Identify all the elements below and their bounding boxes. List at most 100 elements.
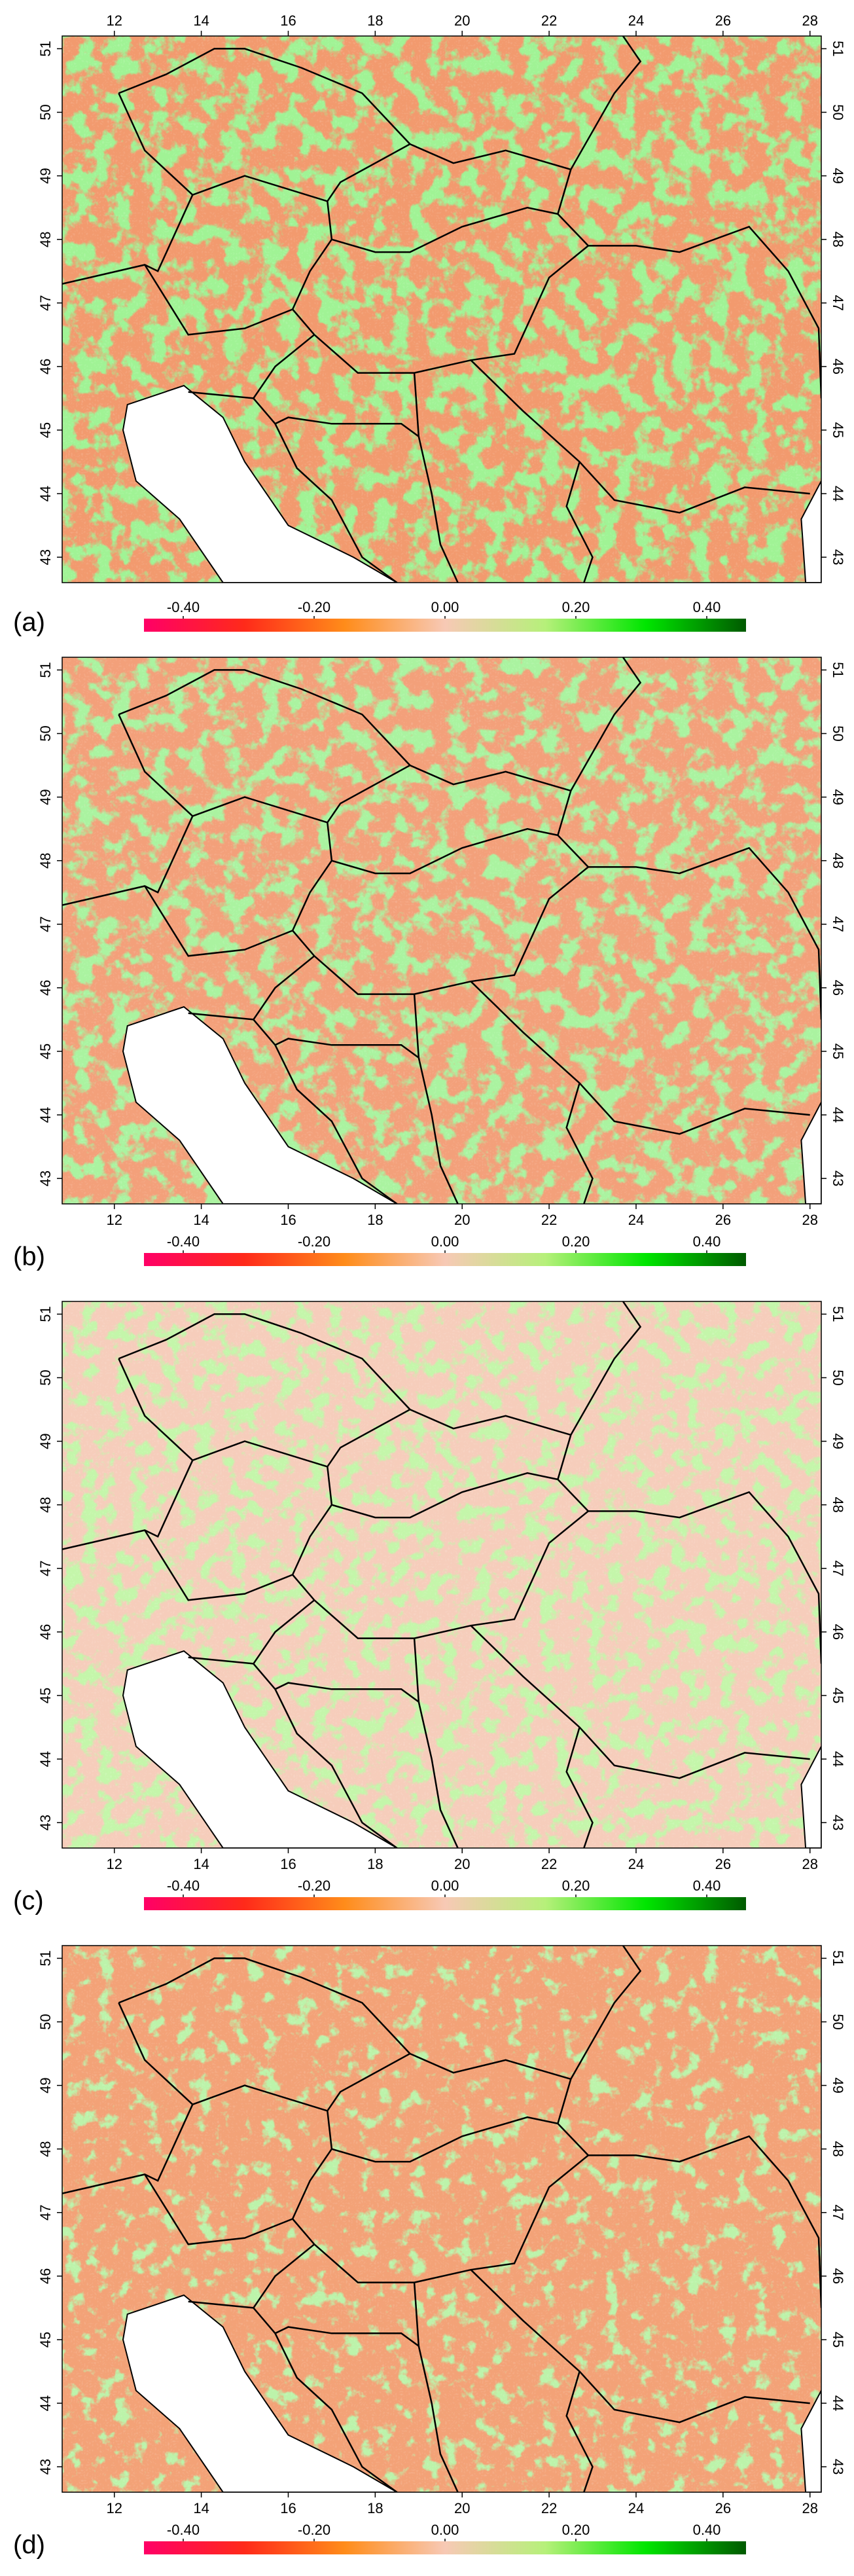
x-tick-label: 28	[802, 1856, 817, 1872]
border	[62, 194, 194, 285]
border	[470, 981, 810, 1135]
y-tick-label: 46	[830, 359, 846, 374]
map	[62, 1301, 821, 1848]
panel-label: (b)	[13, 1243, 45, 1271]
x-tick-label: 26	[715, 1212, 731, 1228]
x-tick-label: 16	[280, 12, 296, 29]
x-tick-label: 16	[280, 1856, 296, 1872]
colorbar-tick-label: -0.40	[167, 599, 200, 615]
x-tick-label: 12	[106, 2500, 122, 2516]
colorbar-tick-label: 0.40	[693, 1878, 721, 1894]
colorbar-tick-label: -0.40	[167, 1233, 200, 1250]
sea	[800, 481, 821, 583]
x-tick-label: 12	[106, 1856, 122, 1872]
colorbar-tick-label: 0.40	[693, 1233, 721, 1250]
y-tick-label: 43	[37, 1170, 54, 1186]
y-tick-label: 51	[37, 1306, 54, 1322]
border	[144, 885, 293, 957]
border	[418, 1701, 459, 1848]
border	[188, 955, 315, 1021]
colorbar	[144, 2541, 746, 2554]
x-tick-label: 26	[715, 2500, 731, 2516]
border	[144, 1529, 293, 1601]
border	[62, 2104, 194, 2194]
colorbar-tick-label: 0.40	[693, 599, 721, 615]
x-tick-label: 18	[367, 12, 383, 29]
border	[274, 2332, 398, 2492]
y-tick-label: 50	[830, 2014, 846, 2029]
y-tick-label: 51	[830, 41, 846, 56]
x-tick-label: 28	[802, 2500, 817, 2516]
y-tick-label: 51	[37, 1950, 54, 1966]
y-tick-label: 45	[830, 2332, 846, 2348]
y-tick-label: 43	[37, 2459, 54, 2475]
y-tick-label: 47	[830, 295, 846, 311]
colorbar	[144, 1897, 746, 1910]
colorbar-tick-label: -0.20	[298, 1233, 330, 1250]
sea	[122, 1006, 399, 1204]
y-tick-label: 43	[37, 1815, 54, 1830]
y-tick-label: 49	[830, 2077, 846, 2093]
x-tick-label: 14	[193, 1856, 209, 1872]
y-tick-label: 45	[830, 1043, 846, 1059]
border	[470, 359, 810, 514]
y-tick-label: 49	[37, 789, 54, 805]
x-tick-label: 26	[715, 1856, 731, 1872]
y-tick-label: 50	[37, 104, 54, 120]
y-tick-label: 51	[830, 662, 846, 678]
y-tick-label: 44	[830, 486, 846, 501]
border	[418, 2346, 459, 2492]
x-tick-label: 14	[193, 2500, 209, 2516]
x-tick-label: 18	[367, 2500, 383, 2516]
x-tick-label: 12	[106, 12, 122, 29]
y-tick-label: 50	[37, 725, 54, 741]
x-tick-label: 22	[541, 1212, 557, 1228]
y-tick-label: 48	[830, 2141, 846, 2156]
border	[144, 2173, 293, 2245]
y-tick-label: 45	[37, 422, 54, 438]
x-tick-label: 20	[454, 12, 470, 29]
y-tick-label: 43	[830, 2459, 846, 2475]
border	[188, 334, 315, 399]
border	[418, 436, 459, 583]
border	[62, 1460, 194, 1550]
colorbar-tick-label: 0.20	[562, 1878, 590, 1894]
colorbar-tick-label: -0.40	[167, 1878, 200, 1894]
y-tick-label: 43	[830, 549, 846, 565]
border	[565, 1727, 594, 1848]
map-frame	[62, 35, 822, 583]
map-frame	[62, 657, 822, 1205]
y-tick-label: 43	[830, 1170, 846, 1186]
y-tick-label: 49	[830, 789, 846, 805]
y-tick-label: 43	[830, 1815, 846, 1830]
x-tick-label: 26	[715, 12, 731, 29]
border	[188, 1599, 315, 1665]
colorbar-tick-label: 0.00	[431, 1878, 459, 1894]
colorbar-tick-label: 0.20	[562, 1233, 590, 1250]
y-tick-label: 51	[830, 1306, 846, 1322]
x-tick-label: 22	[541, 12, 557, 29]
y-tick-label: 48	[37, 1497, 54, 1512]
x-tick-label: 16	[280, 1212, 296, 1228]
panel: 12 14 16 18 20 22 24 26 28 43 43 44 44 45 45 46 46 47 47 48…	[13, 1945, 846, 2560]
y-tick-label: 45	[830, 422, 846, 438]
panel-label: (a)	[13, 608, 45, 637]
border	[470, 1625, 810, 1779]
y-tick-label: 50	[830, 104, 846, 120]
colorbar-tick-label: 0.00	[431, 1233, 459, 1250]
x-tick-label: 24	[628, 1856, 644, 1872]
y-tick-label: 47	[830, 1561, 846, 1576]
colorbar-tick-label: 0.40	[693, 2522, 721, 2538]
y-tick-label: 50	[37, 2014, 54, 2029]
x-tick-label: 20	[454, 1856, 470, 1872]
colorbar-tick-label: 0.00	[431, 2522, 459, 2538]
panel: 12 14 16 18 20 22 24 26 28 43 43 44 44 45 45 46 46 47 47 48…	[13, 1301, 846, 1915]
map-frame	[62, 1945, 822, 2493]
map	[62, 1946, 821, 2492]
border	[565, 2371, 594, 2492]
x-tick-label: 12	[106, 1212, 122, 1228]
sea	[122, 2294, 399, 2492]
border	[274, 1688, 398, 1848]
